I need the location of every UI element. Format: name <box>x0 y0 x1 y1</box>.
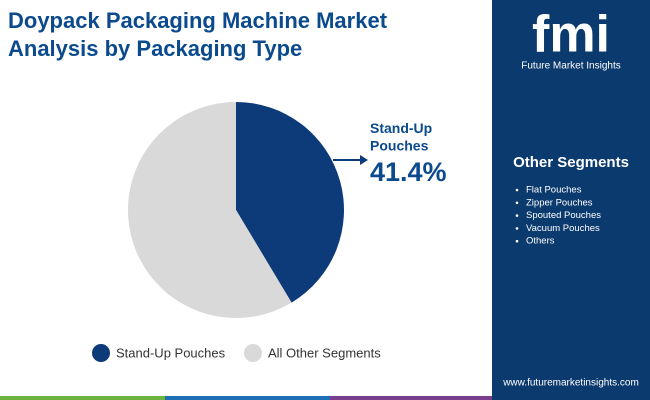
bullet <box>515 188 519 192</box>
annotation-line: Stand-Up <box>370 120 432 136</box>
legend-label: All Other Segments <box>268 345 381 360</box>
logo: fmi <box>532 6 610 64</box>
value-label: 41.4% <box>370 157 447 187</box>
chart-title: Doypack Packaging Machine Market <box>8 8 388 33</box>
legend-swatch <box>92 344 110 362</box>
legend-label: Stand-Up Pouches <box>116 345 226 360</box>
pie-slice <box>128 102 292 318</box>
footer-bar <box>0 396 165 400</box>
sidebar-item: Others <box>526 236 555 247</box>
chart-title: Analysis by Packaging Type <box>8 36 302 61</box>
legend-swatch <box>244 344 262 362</box>
sidebar-item: Vacuum Pouches <box>526 223 600 234</box>
bullet <box>515 227 519 230</box>
footer-bar <box>165 396 330 400</box>
annotation-label: Stand-Up <box>370 120 432 136</box>
footer-bar <box>330 396 492 400</box>
arrow-head <box>360 155 368 165</box>
sidebar-item: Spouted Pouches <box>526 210 601 221</box>
annotation-label: Pouches <box>370 138 429 154</box>
bullet <box>515 201 519 205</box>
brand-name: Future Market Insights <box>521 61 620 72</box>
url: www.futuremarketinsights.com <box>502 378 639 389</box>
sidebar <box>492 0 650 400</box>
sidebar-item: Flat Pouches <box>526 185 582 196</box>
sidebar-item: Zipper Pouches <box>526 197 593 208</box>
pie-slice <box>236 102 345 303</box>
bullet <box>515 214 519 217</box>
bullet <box>515 239 519 243</box>
sidebar-title: Other Segments <box>513 154 629 171</box>
